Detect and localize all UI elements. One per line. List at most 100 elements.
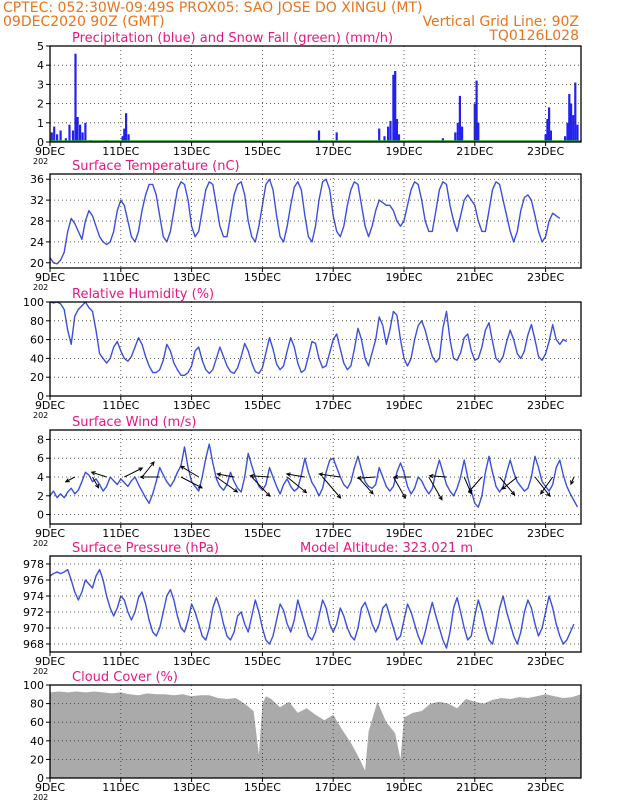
wind-arrow [180,476,203,489]
x-tick-label: 11DEC [102,399,139,412]
x-tick-label: 19DEC [385,399,422,412]
y-tick-label: 974 [23,590,44,603]
wind-arrow-head [510,490,516,496]
x-tick-label: 9DEC [35,145,65,158]
precip-bar [546,119,549,142]
precip-bar [454,132,457,142]
wind-arrow [501,476,518,490]
x-tick-label: 13DEC [173,527,210,540]
wind-arrow [428,476,443,501]
wind-arrow [357,476,376,479]
precip-bar [59,130,62,142]
panel-title: Surface Pressure (hPa) [72,541,219,556]
wind-arrow-head [139,474,145,480]
panel-title: Cloud Cover (%) [72,670,178,685]
y-tick-label: 1 [37,117,44,130]
x-tick-label: 15DEC [244,145,281,158]
x-tick-label: 19DEC [385,781,422,794]
x-tick-label: 17DEC [315,527,352,540]
panel-cloud: 0 20 40 60 80 100 9DEC 11DEC 13DEC 15DEC 17DEC 19DE… [23,670,582,802]
header-location: CPTEC: 052:30W-09:49S PROX05: SAO JOSE D… [3,0,423,16]
precip-bar [317,130,321,142]
x-tick-label: 23DEC [527,527,564,540]
precip-bar [81,132,84,142]
x-tick-label: 13DEC [173,655,210,668]
y-tick-label: 4 [37,471,44,484]
y-tick-label: 60 [30,334,44,347]
precip-bar [71,130,75,142]
wind-arrow-head [249,473,255,479]
y-tick-label: 2 [37,490,44,503]
precip-bar [572,115,575,142]
wind-arrow [429,475,447,478]
y-tick-label: 3 [37,78,44,91]
x-year-stub: 202 [33,283,48,292]
y-tick-label: 80 [30,315,44,328]
wind-arrow [92,476,99,489]
x-tick-label: 21DEC [456,271,493,284]
precip-bar [64,138,67,142]
y-tick-label: 28 [30,215,44,228]
precip-bar [389,120,392,142]
panel-wind: 0 2 4 6 8 9DEC 11DEC 13DEC 15DEC 17DEC 19DEC 21DEC 2… [33,415,582,548]
x-tick-label: 17DEC [315,781,352,794]
precip-bar [121,136,124,142]
wind-arrow-head [467,487,473,493]
y-tick-label: 5 [37,40,44,53]
wind-arrow [319,473,341,478]
y-tick-label: 0 [37,390,44,403]
y-tick-label: 976 [23,574,44,587]
y-tick-label: 0 [37,772,44,785]
x-tick-label: 21DEC [456,527,493,540]
x-tick-label: 23DEC [527,145,564,158]
wind-arrow-head [393,474,399,480]
precip-bar [387,126,390,142]
x-tick-label: 13DEC [173,781,210,794]
wind-arrow [124,467,143,478]
wind-arrow [180,465,199,478]
x-year-stub: 202 [33,411,48,420]
x-tick-label: 9DEC [35,655,65,668]
wind-arrow-head [570,480,575,486]
header-grid-line: Vertical Grid Line: 90Z [423,14,579,30]
y-tick-label: 80 [30,698,44,711]
cloud-cover-area [50,691,581,778]
panel-title: Relative Humidity (%) [72,287,214,302]
wind-arrow-head [138,467,144,472]
wind-arrow [534,476,551,497]
y-tick-label: 2 [37,98,44,111]
x-tick-label: 19DEC [385,271,422,284]
wind-arrow-head [546,492,551,498]
x-tick-label: 17DEC [315,655,352,668]
x-tick-label: 21DEC [456,655,493,668]
y-tick-label: 24 [30,236,44,249]
precip-bar [76,117,79,142]
y-tick-label: 972 [23,606,44,619]
precip-bar [548,107,551,142]
panel-precip: 0 1 2 3 4 5 9DEC 11DEC 13DEC 15DEC 17DEC 19DEC 21DEC… [33,31,582,166]
y-tick-label: 970 [23,622,44,635]
x-tick-label: 15DEC [244,655,281,668]
wind-series-line [49,443,579,508]
x-tick-label: 11DEC [102,527,139,540]
x-tick-label: 9DEC [35,781,65,794]
wind-arrow-head [64,478,70,483]
precip-bar [568,94,571,142]
precip-bar [335,132,338,142]
precip-bar [383,136,386,142]
y-tick-label: 978 [23,558,44,571]
wind-arrow-head [501,485,507,490]
wind-arrow [251,476,271,497]
x-tick-label: 21DEC [456,145,493,158]
header-date: 09DEC2020 90Z (GMT) [3,14,165,30]
x-tick-label: 13DEC [173,271,210,284]
wind-arrow [286,473,305,478]
x-tick-label: 21DEC [456,399,493,412]
precip-bar [576,124,579,142]
wind-arrow-head [265,492,271,498]
x-tick-label: 21DEC [456,781,493,794]
wind-arrow-head [302,488,308,494]
wind-arrow-head [233,488,239,493]
y-tick-label: 968 [23,638,44,651]
